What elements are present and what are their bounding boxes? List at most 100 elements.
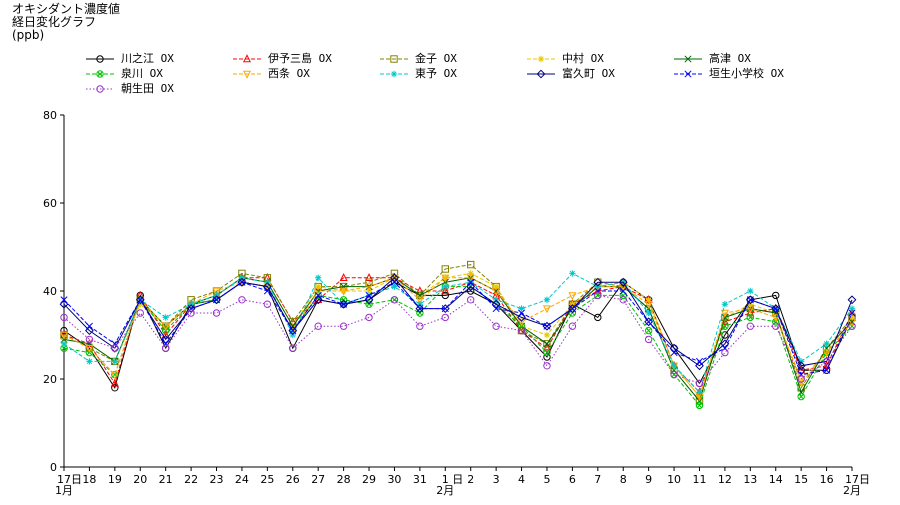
data-point	[314, 322, 322, 330]
series-line	[63, 281, 853, 407]
data-point	[441, 265, 449, 273]
series-line	[63, 272, 853, 394]
data-point	[543, 353, 551, 361]
legend-marker	[96, 70, 104, 78]
x-month-label: 2月	[843, 484, 861, 497]
data-point	[467, 287, 475, 295]
series-line	[63, 277, 853, 398]
series-line	[63, 281, 853, 376]
data-point	[517, 309, 526, 317]
x-tick-label-group: 30	[387, 473, 401, 486]
data-point	[518, 305, 525, 312]
legend-label: 朝生田 OX	[121, 82, 174, 95]
data-point	[746, 308, 755, 317]
data-point	[848, 305, 856, 312]
data-point	[60, 340, 68, 347]
legend-label: 泉川 OX	[121, 67, 163, 80]
x-tick-label: 22	[184, 473, 198, 486]
data-point	[517, 325, 526, 334]
legend-swatch	[380, 55, 408, 63]
legend-label: 金子 OX	[415, 52, 457, 65]
data-point	[492, 322, 500, 330]
data-point	[59, 331, 69, 340]
data-point	[263, 287, 271, 295]
x-tick-label: 27	[311, 473, 325, 486]
y-tick-label: 0	[50, 461, 57, 474]
x-tick-label: 23	[210, 473, 224, 486]
data-point	[670, 362, 678, 369]
data-point	[594, 313, 602, 322]
data-point	[289, 344, 297, 352]
data-point	[86, 358, 93, 365]
data-point	[441, 286, 450, 295]
series-2	[59, 272, 857, 396]
legend-label: 東予 OX	[415, 67, 457, 80]
data-point	[569, 270, 576, 277]
data-point	[720, 309, 729, 318]
data-point	[772, 322, 780, 330]
x-tick-label: 11	[692, 473, 706, 486]
data-point	[416, 305, 424, 313]
legend-label: 伊予三島 OX	[268, 52, 332, 65]
data-point	[365, 291, 373, 299]
series-1	[60, 278, 856, 392]
x-day-suffix: 日	[71, 473, 82, 486]
data-point	[111, 358, 119, 365]
data-point	[822, 360, 831, 369]
data-point	[314, 283, 322, 290]
data-point	[415, 296, 424, 305]
x-tick-label: 16	[820, 473, 834, 486]
x-tick-label: 21	[159, 473, 173, 486]
series-4	[60, 270, 856, 400]
data-point	[645, 296, 652, 303]
data-point	[543, 348, 551, 357]
legend-marker	[96, 85, 104, 93]
x-tick-label-group: 9	[645, 473, 652, 486]
data-point	[492, 305, 500, 313]
data-point	[542, 343, 551, 352]
data-point	[695, 357, 704, 365]
data-point	[517, 318, 526, 327]
data-point	[670, 349, 678, 357]
data-point	[721, 301, 729, 308]
y-tick-label: 80	[43, 109, 57, 122]
data-point	[822, 356, 831, 366]
x-tick-label-group: 18	[82, 473, 96, 486]
data-point	[415, 304, 425, 314]
x-month-label: 2月	[436, 484, 454, 497]
data-point	[696, 393, 703, 400]
x-tick-label-group: 2	[467, 473, 474, 486]
data-point	[60, 296, 68, 304]
data-point	[492, 283, 500, 290]
data-point	[594, 291, 602, 300]
x-day-suffix: 日	[452, 473, 463, 486]
legend-swatch	[233, 70, 261, 79]
x-tick-label: 28	[337, 473, 351, 486]
data-point	[568, 292, 577, 301]
legend-swatch	[380, 70, 408, 78]
data-point	[467, 278, 475, 286]
data-point	[289, 327, 297, 335]
x-tick-label-group: 24	[235, 473, 249, 486]
legend-label: 富久町 OX	[562, 67, 615, 80]
x-tick-label-group: 3	[493, 473, 500, 486]
legend-marker	[242, 54, 252, 63]
data-point	[441, 313, 449, 322]
data-point	[237, 277, 247, 287]
data-point	[670, 370, 678, 379]
series-line	[63, 277, 853, 403]
chart-title: オキシダント濃度値	[12, 2, 121, 16]
x-tick-label: 20	[133, 473, 147, 486]
data-point	[721, 322, 729, 330]
legend-marker	[536, 69, 546, 79]
x-tick-label-group: 20	[133, 473, 147, 486]
x-tick-label: 4	[518, 473, 525, 486]
series-line	[63, 277, 853, 394]
data-point	[645, 318, 653, 326]
legend-label: 垣生小学校 OX	[709, 67, 784, 80]
data-point	[263, 300, 272, 308]
data-point	[186, 304, 196, 314]
data-point	[847, 318, 857, 327]
x-tick-label: 8	[620, 473, 627, 486]
data-point	[696, 389, 703, 396]
